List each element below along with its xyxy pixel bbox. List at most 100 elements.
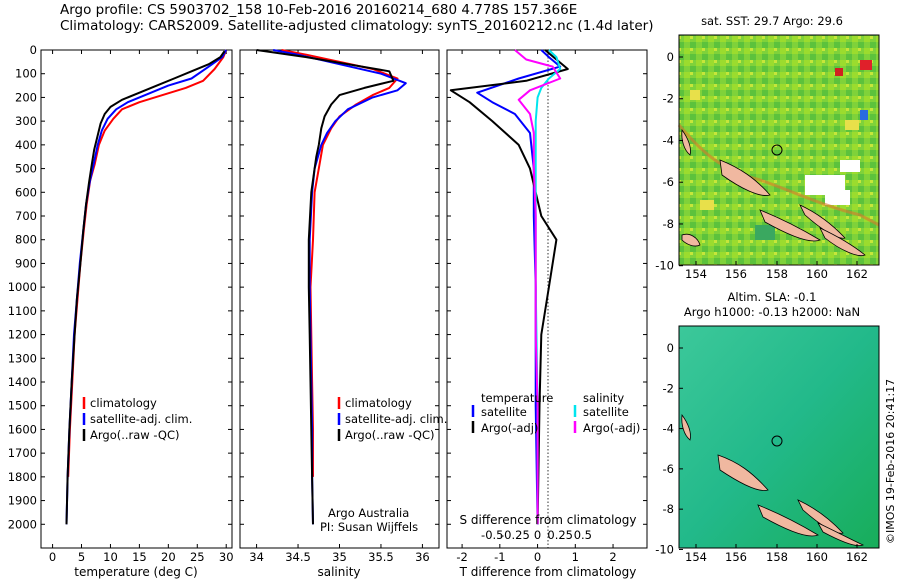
- y-tick-label: 1800: [8, 470, 37, 484]
- y-tick-label: 1100: [8, 304, 37, 318]
- y-tick-label: -8: [663, 502, 674, 516]
- sst-map-title: sat. SST: 29.7 Argo: 29.6: [701, 14, 843, 28]
- x-tick-label: 35.5: [368, 550, 394, 564]
- y-tick-label: 900: [15, 256, 37, 270]
- temperature-xlabel: temperature (deg C): [74, 565, 197, 579]
- legend-label-s-satellite: satellite: [583, 405, 629, 419]
- sst-cell: [825, 190, 850, 205]
- temperature-legend: climatology satellite-adj. clim. Argo(..…: [82, 396, 192, 442]
- temperature-panel: 0100200300400500600700800900100011001200…: [8, 43, 234, 579]
- sla-yticks: 0 -2 -4 -6 -8 -10: [655, 341, 683, 556]
- legend-label-satellite: satellite-adj. clim.: [345, 412, 447, 426]
- temperature-axes-frame: [40, 49, 233, 549]
- x-tick-label: 160: [806, 550, 828, 564]
- warm-band: [677, 124, 880, 227]
- s-tick-label: 0.25: [547, 528, 573, 542]
- y-tick-label: -2: [663, 92, 674, 106]
- sla-map-frame: [678, 325, 880, 549]
- sst-cell: [840, 160, 860, 172]
- y-tick-label: -4: [663, 422, 674, 436]
- sst-anomaly-cells: [690, 60, 872, 240]
- legend-label-s-argo: Argo(-adj): [583, 421, 640, 435]
- y-tick-label: -4: [663, 133, 674, 147]
- difference-legend: temperature satellite Argo(-adj) salinit…: [471, 391, 640, 435]
- y-tick-label: 1700: [8, 446, 37, 460]
- salinity-axes-frame: [239, 49, 440, 549]
- series-line-temperature-argo-adj: [449, 49, 569, 525]
- x-tick-label: 2: [609, 550, 616, 564]
- sla-coastlines: [681, 413, 864, 547]
- sst-cell: [835, 68, 843, 76]
- sst-cell: [860, 110, 868, 120]
- x-tick-label: 0: [534, 550, 541, 564]
- x-tick-label: 20: [161, 550, 176, 564]
- sst-xticks: 154 156 158 160 162: [685, 261, 868, 281]
- y-tick-label: -6: [663, 175, 674, 189]
- y-tick-label: 200: [15, 90, 37, 104]
- y-tick-label: 1500: [8, 399, 37, 413]
- x-tick-label: 10: [103, 550, 118, 564]
- salinity-xlabel: salinity: [317, 565, 360, 579]
- salinity-legend: climatology satellite-adj. clim. Argo(..…: [337, 396, 447, 442]
- y-tick-label: 1600: [8, 422, 37, 436]
- x-tick-label: 30: [219, 550, 234, 564]
- y-tick-label: 1400: [8, 375, 37, 389]
- sst-cell: [690, 90, 700, 100]
- difference-panel: -2 -1 0 1 2 -0.5-0.25 0 0.25 0.5 S difference f…: [446, 49, 648, 579]
- credit-text: ©IMOS 19-Feb-2016 20:41:17: [884, 379, 897, 544]
- float-location-marker: [771, 435, 783, 447]
- pi-label: PI: Susan Wijffels: [320, 520, 418, 534]
- float-location-marker: [771, 144, 783, 156]
- legend-label-argo: Argo(..raw -QC): [90, 428, 180, 442]
- y-tick-label: 700: [15, 209, 37, 223]
- y-tick-label: -8: [663, 217, 674, 231]
- y-tick-label: 0: [667, 50, 674, 64]
- x-tick-label: 154: [685, 550, 707, 564]
- sst-field: [679, 35, 879, 265]
- s-tick-label: 0.5: [574, 528, 592, 542]
- sst-cell: [860, 60, 872, 70]
- x-tick-label: 158: [766, 550, 788, 564]
- x-tick-label: 25: [190, 550, 205, 564]
- y-tick-label: 100: [15, 67, 37, 81]
- legend-label-argo: Argo(..raw -QC): [345, 428, 435, 442]
- x-tick-label: 154: [685, 267, 707, 281]
- x-tick-label: 5: [78, 550, 85, 564]
- x-tick-label: 162: [846, 267, 868, 281]
- y-tick-label: 500: [15, 162, 37, 176]
- y-tick-label: 1200: [8, 328, 37, 342]
- legend-title-salinity: salinity: [583, 391, 624, 405]
- x-tick-label: 156: [725, 267, 747, 281]
- series-line-argo-raw-qc: [65, 50, 226, 525]
- x-tick-label: 15: [132, 550, 147, 564]
- sla-map-title2: Argo h1000: -0.13 h2000: NaN: [684, 305, 860, 319]
- x-tick-label: 162: [846, 550, 868, 564]
- y-tick-label: 400: [15, 138, 37, 152]
- legend-label-t-argo: Argo(-adj): [481, 421, 538, 435]
- figure-title-line2: Climatology: CARS2009. Satellite-adjuste…: [60, 18, 654, 34]
- y-tick-label: 300: [15, 114, 37, 128]
- sla-map-title1: Altim. SLA: -0.1: [728, 290, 817, 304]
- sst-cell: [755, 225, 775, 240]
- sst-coastlines: [681, 128, 866, 257]
- x-tick-label: 1: [572, 550, 579, 564]
- legend-label-climatology: climatology: [90, 396, 157, 410]
- salinity-panel: 34 34.5 35 35.5 36 salinity climatology sate…: [239, 49, 447, 579]
- org-label: Argo Australia: [328, 506, 409, 520]
- x-tick-label: 34: [249, 550, 264, 564]
- x-tick-label: 158: [766, 267, 788, 281]
- series-line-salinity-argo-adj: [514, 49, 562, 525]
- legend-label-climatology: climatology: [345, 396, 412, 410]
- x-tick-label: 35: [332, 550, 347, 564]
- x-tick-label: 34.5: [285, 550, 311, 564]
- x-tick-label: 160: [806, 267, 828, 281]
- t-difference-label: T difference from climatology: [459, 565, 637, 579]
- y-tick-label: -10: [655, 542, 674, 556]
- y-tick-label: 1000: [8, 280, 37, 294]
- y-tick-label: 1900: [8, 494, 37, 508]
- y-tick-label: 1300: [8, 351, 37, 365]
- figure-title-line1: Argo profile: CS 5903702_158 10-Feb-2016…: [60, 2, 578, 18]
- x-tick-label: 0: [49, 550, 56, 564]
- x-tick-label: -2: [456, 550, 467, 564]
